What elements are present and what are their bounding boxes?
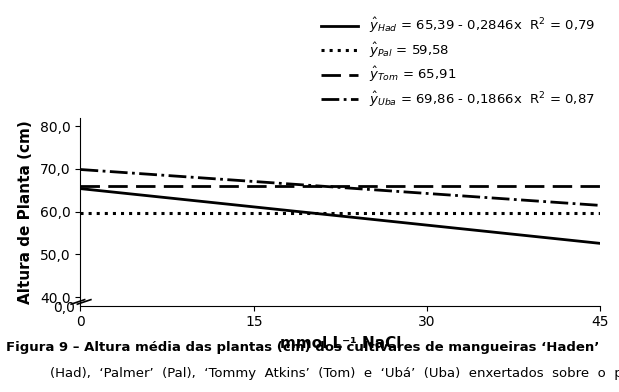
Y-axis label: Altura de Planta (cm): Altura de Planta (cm) [18,120,33,303]
Text: 0,0: 0,0 [53,301,76,314]
Text: (Had),  ‘Palmer’  (Pal),  ‘Tommy  Atkins’  (Tom)  e  ‘Ubá’  (Uba)  enxertados  s: (Had), ‘Palmer’ (Pal), ‘Tommy Atkins’ (T… [50,367,619,379]
Legend: $\hat{y}_{Had}$ = 65,39 - 0,2846x  R$^2$ = 0,79, $\hat{y}_{Pal}$ = 59,58, $\hat{: $\hat{y}_{Had}$ = 65,39 - 0,2846x R$^2$ … [316,11,600,114]
Text: Figura 9 – Altura média das plantas (cm) dos cultivares de mangueiras ‘Haden’: Figura 9 – Altura média das plantas (cm)… [6,341,600,354]
X-axis label: mmol L⁻¹ NaCl: mmol L⁻¹ NaCl [280,336,401,351]
